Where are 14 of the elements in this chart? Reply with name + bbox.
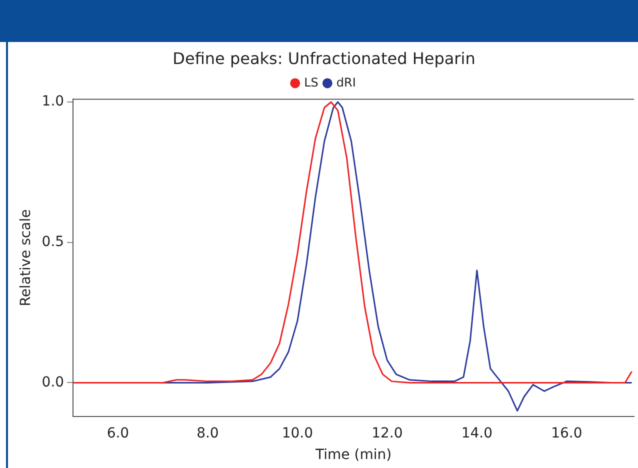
- y-tick-label: 1.0: [42, 94, 64, 110]
- x-tick-label: 6.0: [106, 425, 130, 442]
- x-axis-title: Time (min): [314, 447, 392, 464]
- x-tick-label: 16.0: [551, 425, 582, 442]
- y-tick-label: 0.5: [42, 234, 64, 250]
- x-tick-label: 12.0: [372, 425, 403, 442]
- y-tick-label: 0.0: [42, 374, 64, 390]
- x-tick-label: 10.0: [282, 425, 314, 442]
- chart-title: Define peaks: Unfractionated Heparin: [172, 48, 476, 68]
- x-tick-label: 14.0: [461, 425, 493, 442]
- legend-label: LS: [304, 75, 318, 90]
- x-tick-label: 8.0: [196, 425, 219, 442]
- legend-label: dRI: [336, 75, 356, 90]
- y-axis-title: Relative scale: [18, 209, 34, 306]
